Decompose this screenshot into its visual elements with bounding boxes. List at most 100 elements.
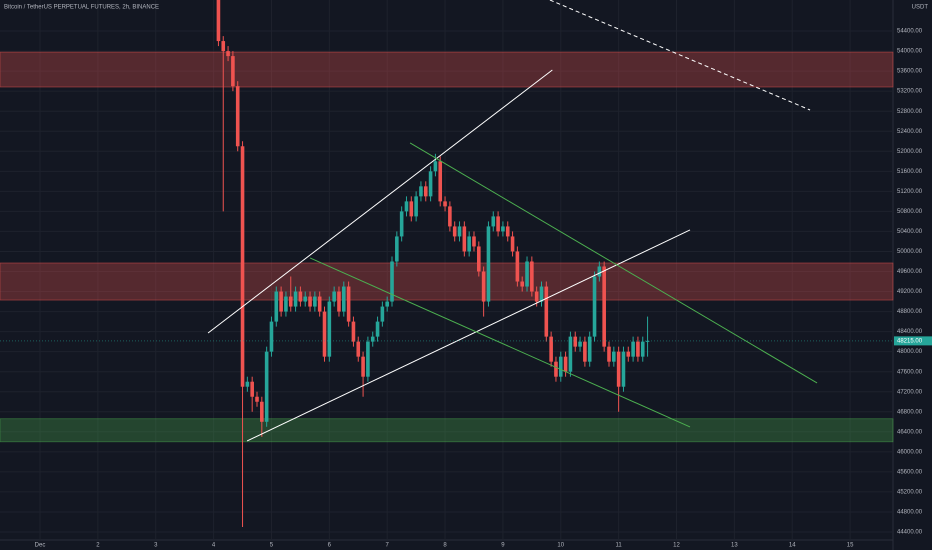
y-tick-label: 48400.00 (897, 329, 923, 335)
trend-line (409, 142, 818, 384)
candle-body (443, 201, 447, 207)
candle-body (563, 356, 568, 372)
x-tick-label: 15 (847, 543, 854, 549)
candle-body (457, 226, 462, 237)
candle-body (578, 341, 582, 347)
candle-body (284, 296, 288, 312)
candle-body (221, 41, 226, 52)
candle-body (520, 281, 525, 287)
candle-body (231, 56, 235, 87)
candle-body (433, 161, 438, 172)
candle-body (592, 276, 597, 337)
candle-body (616, 351, 621, 387)
x-tick-label: 7 (386, 543, 390, 549)
x-tick-label: 2 (96, 543, 100, 549)
x-tick-label: 14 (789, 543, 796, 549)
candle-body (370, 336, 375, 342)
y-tick-label: 51200.00 (897, 189, 923, 195)
candle-body (327, 301, 332, 357)
x-tick-label: 13 (731, 543, 738, 549)
candle-body (549, 336, 553, 362)
x-tick-label: 4 (212, 543, 216, 549)
y-tick-label: 52800.00 (897, 109, 923, 115)
y-tick-label: 54400.00 (897, 29, 923, 35)
zone (0, 51, 894, 88)
candle-body (404, 201, 409, 212)
candle-body (467, 236, 471, 252)
candle-body (554, 361, 558, 377)
candle-body (332, 291, 336, 302)
y-tick-label: 50000.00 (897, 249, 923, 255)
x-tick-label: 11 (616, 543, 623, 549)
zone (0, 418, 894, 443)
candle-body (361, 356, 365, 377)
y-tick-label: 50800.00 (897, 209, 923, 215)
candle-body (544, 286, 549, 337)
trend-line (246, 229, 691, 442)
candle-body (288, 296, 293, 307)
candle-body (255, 396, 259, 402)
candle-body (631, 341, 635, 357)
candle-body (274, 291, 279, 322)
candle-body (597, 266, 602, 277)
candle-body (298, 291, 303, 302)
last-price-label: 48215.00 (897, 338, 923, 344)
candle-body (293, 291, 298, 307)
y-tick-label: 44800.00 (897, 510, 923, 516)
candle-body (607, 346, 611, 362)
y-tick-label: 51600.00 (897, 169, 923, 175)
candle-body (472, 236, 476, 247)
candle-body (337, 291, 341, 312)
candle-body (419, 186, 423, 197)
candle-body (481, 271, 486, 302)
y-tick-label: 52000.00 (897, 149, 923, 155)
candle-body (380, 306, 385, 322)
candle-body (645, 340, 650, 342)
candle-body (351, 321, 356, 342)
y-tick-label: 45600.00 (897, 469, 923, 475)
candle-body (587, 336, 592, 362)
candle-body (568, 336, 573, 372)
candle-body (423, 186, 428, 197)
y-tick-label: 46000.00 (897, 449, 923, 455)
y-tick-label: 47200.00 (897, 389, 923, 395)
candle-body (341, 286, 346, 312)
candle-body (558, 356, 563, 377)
candle-body (245, 381, 250, 387)
candle-body (395, 236, 399, 262)
x-tick-label: 5 (270, 543, 274, 549)
candle-body (448, 206, 452, 227)
y-tick-label: 48000.00 (897, 349, 923, 355)
candle-body (640, 341, 645, 357)
candle-body (317, 296, 322, 312)
y-tick-label: 45200.00 (897, 489, 923, 495)
candle-body (264, 351, 269, 422)
trend-line (309, 257, 691, 428)
x-tick-label: 8 (443, 543, 447, 549)
y-tick-label: 52400.00 (897, 129, 923, 135)
candle-body (539, 286, 544, 302)
candle-body (573, 336, 578, 347)
candle-body (452, 226, 457, 237)
y-tick-label: 48800.00 (897, 309, 923, 315)
candle-body (366, 341, 370, 377)
x-tick-label: 9 (501, 543, 505, 549)
chart-title: Bitcoin / TetherUS PERPETUAL FUTURES, 2h… (4, 5, 159, 11)
currency-label: USDT (912, 5, 929, 11)
candle-body (462, 226, 467, 252)
y-tick-label: 53200.00 (897, 89, 923, 95)
y-tick-label: 47600.00 (897, 369, 923, 375)
x-tick-label: 12 (673, 543, 680, 549)
candle-body (583, 341, 587, 362)
candle-body (501, 226, 505, 232)
candle-body (486, 226, 491, 302)
y-tick-label: 49600.00 (897, 269, 923, 275)
candle-body (216, 0, 221, 42)
trend-line (549, 0, 811, 111)
candle-body (226, 51, 230, 57)
x-tick-label: 3 (154, 543, 158, 549)
y-tick-label: 49200.00 (897, 289, 923, 295)
candle-body (491, 216, 496, 227)
candle-body (308, 296, 312, 307)
